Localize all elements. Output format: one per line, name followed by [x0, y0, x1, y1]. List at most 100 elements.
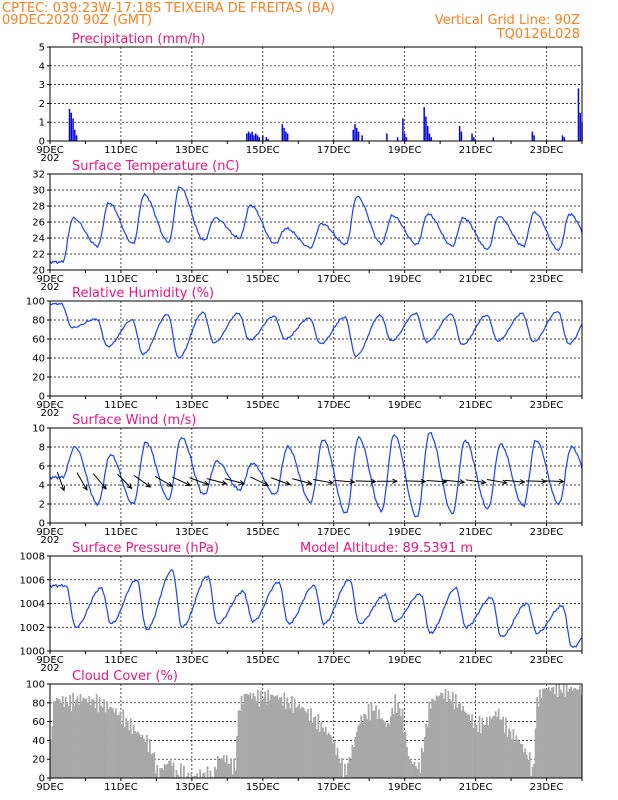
cloud-bar [389, 716, 392, 778]
xtick-label: 19DEC [388, 400, 422, 411]
cloud-bar [518, 741, 521, 778]
cloud-bar [120, 724, 123, 778]
precip-bar [256, 135, 259, 141]
xtick-year-stub: 202 [40, 535, 59, 546]
cloud-bar [558, 684, 561, 778]
wind-vector [444, 479, 466, 485]
xtick-label: 17DEC [317, 655, 351, 666]
cloud-bar [515, 735, 518, 778]
ytick-label: 40 [32, 354, 45, 365]
cloud-bar [183, 765, 185, 778]
cloud-bar [308, 720, 311, 778]
ytick-label: 1 [39, 118, 45, 129]
cloud-bar [264, 691, 267, 778]
cloud-bar [385, 726, 388, 778]
xtick-label: 15DEC [246, 655, 280, 666]
wind-vector-head [501, 479, 508, 485]
wind-vector-head [519, 479, 526, 485]
precip-bar [386, 133, 388, 141]
cloud-bar [533, 763, 536, 778]
cloud-bar [546, 688, 549, 778]
cloud-bar [481, 717, 484, 778]
cloud-bar [417, 762, 420, 778]
precip-bar [352, 129, 354, 141]
cloud-bar [69, 695, 71, 778]
cloud-bar [516, 739, 519, 778]
cloud-bar [242, 704, 244, 778]
cloud-bar [88, 695, 91, 778]
wind-vector-head [370, 478, 377, 485]
cloud-bar [451, 691, 454, 778]
cloud-bar [224, 762, 227, 778]
wind-vector [313, 478, 335, 485]
cloud-bar [370, 702, 373, 778]
cloud-bar [409, 758, 411, 778]
cloud-bar [381, 718, 383, 778]
cloud-bar [543, 688, 546, 778]
wind-vector [117, 473, 133, 490]
xtick-label: 17DEC [317, 782, 351, 793]
cloud-bar [415, 766, 417, 778]
cloud-bar [341, 757, 343, 778]
cloud-bar [156, 765, 159, 778]
cloud-bar [395, 712, 398, 778]
cloud-bar [539, 689, 541, 778]
precip-bar [281, 124, 284, 141]
panel-cloud: 0 20 40 60 80 100 9DEC 11DEC 13DEC 15DEC 17DEC 19DE… [26, 669, 583, 793]
cloud-bar [379, 719, 382, 778]
cloud-bar [132, 724, 135, 778]
cloud-bar [577, 689, 580, 778]
cloud-bar [339, 763, 342, 778]
cloud-bar [171, 766, 173, 778]
wind-vector-shaft [355, 480, 376, 483]
xtick-label: 13DEC [175, 655, 209, 666]
cloud-bar [221, 758, 224, 778]
cloud-bar [178, 776, 181, 778]
panel-title-temp: Surface Temperature (nC) [72, 159, 240, 174]
cloud-bar [117, 714, 120, 778]
ytick-label: 2 [39, 99, 45, 110]
cloud-bar [54, 701, 57, 778]
cloud-bar [573, 688, 575, 778]
cloud-bar [276, 695, 278, 778]
precip-bar [402, 118, 404, 141]
wind-vector [92, 473, 107, 490]
cloud-bar [553, 694, 556, 778]
wind-vector-head [349, 479, 356, 485]
xtick-year-stub: 202 [40, 282, 59, 293]
cloud-bar [556, 696, 559, 778]
cloud-bar [144, 742, 147, 778]
cloud-bar [496, 717, 499, 778]
panel-precip: 0 1 2 3 4 5 9DEC 11DEC 13DEC 15DEC 17DEC 19DEC 21DEC… [36, 32, 583, 164]
cloud-bar [248, 694, 250, 778]
wind-vector [504, 479, 526, 485]
ytick-label: 1004 [20, 599, 45, 610]
cloud-bar [474, 721, 476, 778]
wind-vector [486, 478, 508, 485]
wind-vector [56, 471, 66, 492]
cloud-bar [434, 700, 436, 778]
cloud-bar [478, 715, 481, 778]
precip-bar [357, 131, 360, 141]
cloud-bar [206, 766, 209, 778]
cloud-bar [166, 763, 169, 778]
grid-line-label: Vertical Grid Line: 90Z [435, 13, 580, 28]
precip-bar [246, 133, 248, 141]
wind-vector-head [441, 478, 448, 485]
cloud-bar [92, 700, 95, 778]
precip-bar [251, 131, 253, 141]
cloud-bar [262, 698, 265, 778]
xtick-label: 19DEC [388, 145, 422, 156]
cloud-bar [412, 764, 414, 778]
xtick-label: 11DEC [104, 274, 138, 285]
wind-vector-head [239, 480, 246, 486]
cloud-bar [454, 693, 457, 778]
cloud-bar [81, 701, 83, 778]
wind-vector-head [60, 485, 66, 492]
cloud-bar [112, 708, 114, 778]
cloud-bar [160, 767, 163, 778]
cloud-bar [293, 698, 296, 778]
cloud-bar [426, 726, 429, 778]
cloud-bar [373, 710, 376, 778]
cloud-bar [490, 718, 493, 778]
